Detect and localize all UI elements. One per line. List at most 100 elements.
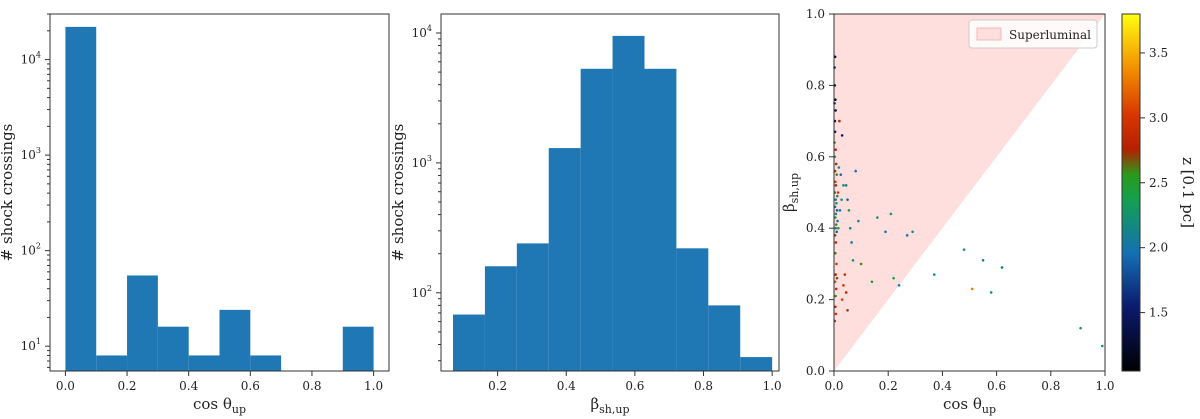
legend-label-superluminal: Superluminal (1009, 28, 1091, 42)
x-tick-label: 0.6 (625, 379, 644, 393)
scatter-point (834, 148, 837, 151)
superluminal-region (834, 14, 1105, 371)
histogram-bar (453, 314, 485, 371)
scatter-point (835, 194, 839, 198)
scatter-point (843, 273, 847, 276)
scatter-point (838, 119, 841, 123)
y-tick-label: 0.6 (806, 150, 825, 164)
x-axis-label-subscript: up (232, 403, 246, 416)
y-tick-label: 1.0 (806, 7, 825, 21)
scatter-point (844, 291, 848, 294)
y-tick-label: 102 (412, 284, 432, 300)
scatter-point (834, 216, 837, 219)
y-tick-label: 0.4 (806, 221, 825, 235)
histogram-bar (548, 148, 581, 371)
histogram-bar (342, 326, 374, 371)
scatter-point (854, 169, 857, 173)
scatter-point (834, 98, 837, 101)
scatter-point (840, 134, 844, 137)
scatter-point (1000, 266, 1004, 269)
y-tick-label: 103 (21, 146, 41, 162)
scatter-point (911, 230, 914, 234)
x-axis-label-text: cos θ (943, 395, 982, 413)
histogram-bar (157, 326, 189, 371)
x-tick-label: 1.0 (763, 379, 782, 393)
scatter-point (889, 212, 893, 216)
scatter-point (834, 212, 838, 216)
colorbar-tick-label: 3.5 (1149, 46, 1168, 60)
scatter-point (834, 198, 837, 201)
colorbar-gradient (1121, 13, 1141, 372)
scatter-cos-beta-panel: 0.0 0.2 0.4 0.6 0.8 1.0 0.0 0.2 0.4 0.6 0.8 1.0 cos… (780, 7, 1115, 416)
x-tick-label: 0.2 (879, 379, 898, 393)
scatter-point (835, 173, 839, 176)
histogram-bar (65, 26, 97, 371)
scatter-point (989, 291, 993, 294)
scatter-point (835, 209, 839, 212)
scatter-point (835, 276, 839, 280)
scatter-point (835, 262, 838, 266)
plot-frame (49, 13, 390, 372)
scatter-point (932, 273, 936, 276)
x-tick-label: 1.0 (364, 379, 383, 393)
scatter-point (837, 166, 841, 169)
x-tick-label: 1.0 (1095, 379, 1114, 393)
scatter-point (837, 226, 840, 230)
scatter-point (834, 305, 837, 309)
scatter-point (870, 280, 874, 284)
scatter-point (834, 226, 837, 230)
legend-box (968, 19, 1098, 49)
histogram-bar (250, 355, 282, 371)
colorbar-tick-label: 3.0 (1149, 111, 1168, 125)
scatter-point (876, 216, 879, 219)
x-axis-label: βsh,up (590, 395, 629, 416)
scatter-point (834, 312, 838, 316)
histogram-bar (219, 309, 251, 371)
colorbar: 1.5 2.0 2.5 3.0 3.5 z [0.1 pc] (1121, 13, 1197, 372)
scatter-point (838, 209, 842, 212)
scatter-point (846, 309, 849, 312)
colorbar-label: z [0.1 pc] (1179, 157, 1197, 228)
plot-frame (440, 13, 780, 372)
histogram-bar (612, 35, 645, 371)
y-tick-label: 104 (412, 24, 432, 40)
scatter-point (892, 276, 895, 280)
y-tick-label: 0.0 (806, 364, 825, 378)
histogram-bar (644, 68, 677, 372)
scatter-point (970, 287, 974, 291)
scatter-point (834, 109, 837, 112)
x-tick-label: 0.8 (302, 379, 321, 393)
scatter-point (846, 198, 849, 201)
histogram-bar (188, 355, 220, 371)
scatter-point (834, 223, 838, 226)
scatter-point (1100, 344, 1104, 348)
x-tick-label: 0.4 (179, 379, 198, 393)
x-axis-label: cos θup (943, 395, 996, 416)
y-tick-label: 104 (21, 51, 41, 67)
scatter-point (850, 241, 853, 244)
scatter-point (834, 294, 837, 298)
scatter-point (1079, 326, 1082, 330)
histogram-bar (708, 305, 741, 371)
colorbar-tick-label: 2.5 (1149, 176, 1168, 190)
legend: Superluminal (968, 19, 1098, 49)
scatter-point (842, 284, 845, 287)
histogram-bar (740, 357, 773, 371)
scatter-point (839, 173, 843, 176)
y-tick-label: 101 (21, 337, 41, 353)
y-tick-label: 103 (412, 154, 432, 170)
x-tick-label: 0.2 (488, 379, 507, 393)
scatter-point (859, 262, 863, 266)
y-axis-label-subscript: sh,up (788, 173, 801, 203)
x-tick-label: 0.4 (557, 379, 576, 393)
scatter-point (848, 226, 852, 230)
scatter-point (835, 230, 839, 234)
scatter-point (840, 298, 844, 301)
y-axis-label: βsh,up (780, 173, 801, 212)
scatter-point (834, 241, 838, 244)
plot-frame (833, 13, 1106, 372)
scatter-point (884, 230, 887, 234)
scatter-point (834, 287, 838, 291)
x-tick-label: 0.4 (933, 379, 952, 393)
